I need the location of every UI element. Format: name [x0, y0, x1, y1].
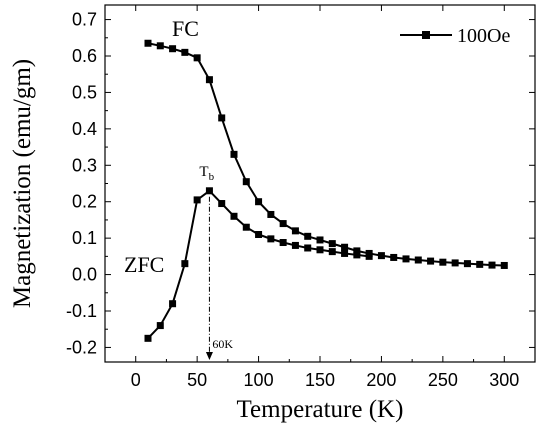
y-axis-ticks: -0.2 -0.1 0.0 0.1 0.2 0.3 0.4 0.5 0.6 0.7	[66, 10, 535, 357]
data-point	[255, 198, 263, 206]
data-point	[230, 212, 238, 220]
y-tick-label: 0.5	[72, 82, 97, 102]
data-point	[353, 251, 361, 259]
data-point	[341, 243, 349, 251]
data-point	[353, 247, 361, 255]
data-point	[341, 249, 349, 257]
series-line	[147, 189, 370, 340]
x-tick-label: 0	[131, 370, 141, 390]
y-tick-label: 0.2	[72, 192, 97, 212]
data-point	[230, 150, 238, 158]
data-point	[169, 45, 177, 53]
data-point	[144, 334, 152, 342]
series-fc	[144, 39, 508, 269]
tb-label: Tb	[199, 164, 214, 183]
tb-temperature-label: 60K	[212, 337, 233, 351]
data-point	[328, 248, 336, 256]
tb-label-sub: b	[209, 171, 215, 183]
tb-label-main: T	[199, 164, 208, 180]
x-tick-label: 50	[187, 370, 207, 390]
y-tick-label: 0.0	[72, 265, 97, 285]
data-point	[279, 239, 287, 247]
y-tick-label: 0.1	[72, 228, 97, 248]
data-point	[451, 259, 459, 267]
data-point	[193, 54, 201, 62]
data-point	[427, 257, 435, 265]
data-point	[218, 114, 226, 122]
data-point	[267, 235, 275, 243]
x-axis-label: Temperature (K)	[237, 396, 404, 423]
data-point	[156, 42, 164, 50]
data-point	[402, 255, 410, 263]
data-point	[267, 210, 275, 218]
tb-arrowhead	[205, 352, 213, 360]
data-point	[439, 258, 447, 266]
data-point	[377, 252, 385, 260]
data-point	[144, 39, 152, 47]
data-point	[156, 322, 164, 330]
data-point	[255, 231, 263, 238]
data-point	[193, 196, 201, 204]
data-point	[242, 178, 250, 186]
data-point	[328, 240, 336, 248]
data-point	[242, 223, 250, 231]
data-point	[390, 253, 398, 261]
data-point	[291, 241, 299, 249]
series-zfc	[144, 187, 373, 342]
legend: 100Oe	[400, 25, 510, 47]
y-tick-label: -0.2	[66, 337, 97, 357]
x-tick-label: 200	[366, 370, 396, 390]
data-point	[488, 261, 496, 269]
data-point	[316, 236, 324, 244]
data-point	[304, 244, 312, 252]
data-point	[291, 227, 299, 235]
data-point	[463, 260, 471, 268]
y-tick-label: -0.1	[66, 301, 97, 321]
y-axis-label: Magnetization (emu/gm)	[9, 59, 36, 308]
data-point	[304, 232, 312, 240]
data-point	[181, 260, 189, 268]
y-tick-label: 0.3	[72, 155, 97, 175]
data-point	[218, 200, 226, 208]
legend-label: 100Oe	[457, 25, 510, 47]
annotation-layer: FC ZFC Tb 60K	[124, 16, 233, 360]
x-axis-ticks: 0 50 100 150 200 250 300	[131, 5, 519, 390]
x-tick-label: 250	[428, 370, 458, 390]
data-point	[279, 220, 287, 228]
data-point	[365, 252, 373, 260]
x-tick-label: 300	[489, 370, 519, 390]
x-tick-label: 150	[305, 370, 335, 390]
legend-marker	[422, 31, 430, 39]
data-point	[181, 48, 189, 56]
series-line	[147, 42, 505, 267]
y-tick-label: 0.4	[72, 119, 97, 139]
data-point	[414, 256, 422, 264]
data-point	[205, 187, 213, 195]
fc-label: FC	[172, 16, 199, 41]
data-point	[205, 76, 213, 84]
series-layer	[144, 39, 508, 342]
data-point	[169, 300, 177, 308]
zfc-label: ZFC	[124, 252, 164, 277]
y-tick-label: 0.7	[72, 10, 97, 30]
y-tick-label: 0.6	[72, 46, 97, 66]
data-point	[316, 246, 324, 254]
data-point	[476, 260, 484, 268]
x-tick-label: 100	[244, 370, 274, 390]
data-point	[500, 261, 508, 269]
